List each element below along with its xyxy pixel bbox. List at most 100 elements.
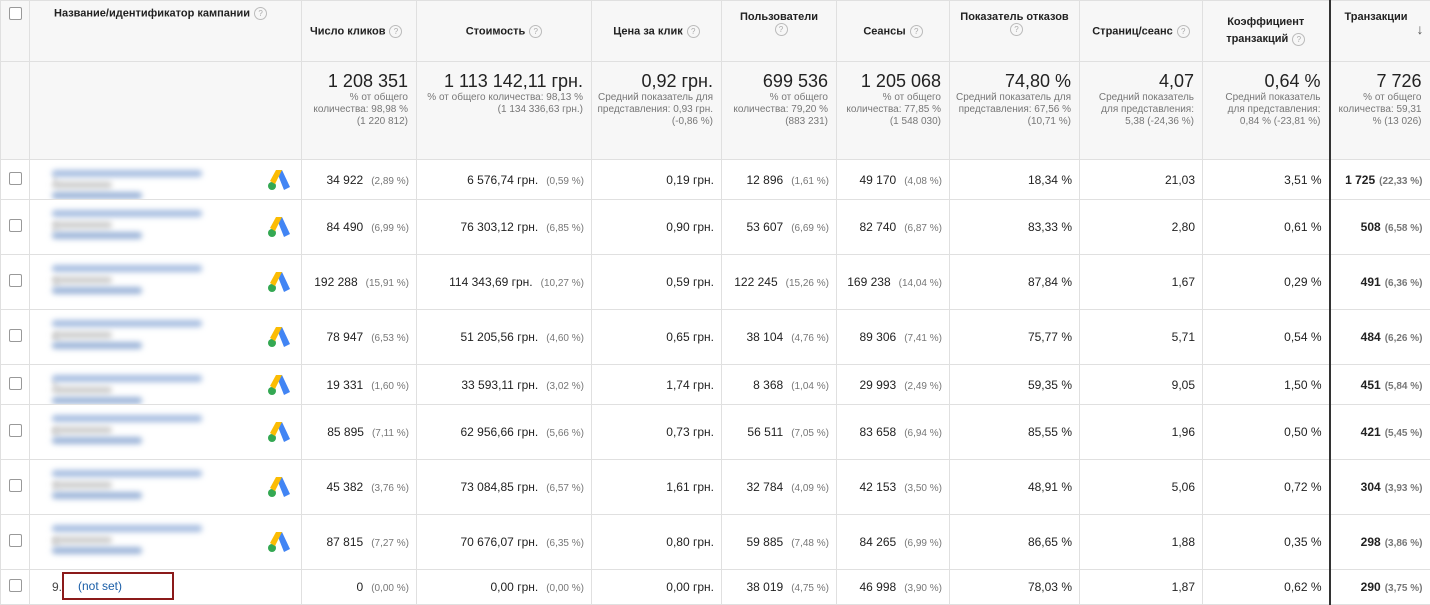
table-row[interactable]: 9. (not set) 0(0,00 %) 0,00 грн.(0,00 %)…: [1, 570, 1430, 605]
campaign-name-redacted[interactable]: [52, 371, 292, 400]
cell-clicks: 0(0,00 %): [302, 570, 417, 605]
table-row[interactable]: 1. 34 922(2,89 %) 6 576,74 грн.(0,59 %) …: [1, 160, 1430, 200]
campaign-name-redacted[interactable]: [52, 411, 292, 455]
help-icon[interactable]: ?: [1010, 23, 1023, 36]
cell-sessions: 42 153(3,50 %): [837, 460, 950, 515]
row-checkbox[interactable]: [9, 534, 22, 547]
campaign-name-cell[interactable]: 2.: [30, 200, 302, 255]
cell-transactions: 1 725(22,33 %): [1330, 160, 1430, 200]
cell-cpc: 0,80 грн.: [592, 515, 722, 570]
header-select-all[interactable]: [1, 1, 30, 62]
campaign-name-cell[interactable]: 9. (not set): [30, 570, 302, 605]
row-checkbox[interactable]: [9, 377, 22, 390]
header-bounce[interactable]: Показатель отказов?: [950, 1, 1080, 62]
row-checkbox-cell[interactable]: [1, 310, 30, 365]
row-checkbox[interactable]: [9, 172, 22, 185]
row-checkbox-cell[interactable]: [1, 405, 30, 460]
help-icon[interactable]: ?: [1292, 33, 1305, 46]
cell-transactions: 290(3,75 %): [1330, 570, 1430, 605]
help-icon[interactable]: ?: [254, 7, 267, 20]
cell-sessions: 84 265(6,99 %): [837, 515, 950, 570]
row-checkbox-cell[interactable]: [1, 200, 30, 255]
cell-bounce: 78,03 %: [950, 570, 1080, 605]
table-row[interactable]: 3. 192 288(15,91 %) 114 343,69 грн.(10,2…: [1, 255, 1430, 310]
header-cost[interactable]: Стоимость?: [417, 1, 592, 62]
header-sessions[interactable]: Сеансы?: [837, 1, 950, 62]
help-icon[interactable]: ?: [389, 25, 402, 38]
campaign-name-redacted[interactable]: [52, 466, 292, 510]
totals-cpc: 0,92 грн.Средний показатель для представ…: [592, 62, 722, 160]
row-checkbox-cell[interactable]: [1, 515, 30, 570]
row-checkbox[interactable]: [9, 579, 22, 592]
header-pages[interactable]: Страниц/сеанс?: [1080, 1, 1203, 62]
cell-cost: 6 576,74 грн.(0,59 %): [417, 160, 592, 200]
campaign-name-redacted[interactable]: [52, 261, 292, 305]
row-checkbox[interactable]: [9, 329, 22, 342]
row-checkbox-cell[interactable]: [1, 365, 30, 405]
cell-bounce: 59,35 %: [950, 365, 1080, 405]
totals-empty: [1, 62, 30, 160]
cell-transactions: 484(6,26 %): [1330, 310, 1430, 365]
header-campaign-name[interactable]: Название/идентификатор кампании?: [30, 1, 302, 62]
campaign-name-cell[interactable]: 4.: [30, 310, 302, 365]
table-row[interactable]: 4. 78 947(6,53 %) 51 205,56 грн.(4,60 %)…: [1, 310, 1430, 365]
cell-users: 53 607(6,69 %): [722, 200, 837, 255]
sort-desc-icon[interactable]: ↓: [1417, 21, 1424, 37]
cell-clicks: 19 331(1,60 %): [302, 365, 417, 405]
cell-users: 38 104(4,76 %): [722, 310, 837, 365]
campaign-name-redacted[interactable]: [52, 521, 292, 565]
header-transactions[interactable]: Транзакции↓: [1330, 1, 1430, 62]
header-conv[interactable]: Коэффициент транзакций?: [1203, 1, 1330, 62]
google-ads-icon[interactable]: [267, 531, 291, 553]
cell-transactions: 491(6,36 %): [1330, 255, 1430, 310]
table-row[interactable]: 5. 19 331(1,60 %) 33 593,11 грн.(3,02 %)…: [1, 365, 1430, 405]
help-icon[interactable]: ?: [1177, 25, 1190, 38]
header-users[interactable]: Пользователи?: [722, 1, 837, 62]
campaign-name-cell[interactable]: 3.: [30, 255, 302, 310]
cell-conv: 0,54 %: [1203, 310, 1330, 365]
help-icon[interactable]: ?: [775, 23, 788, 36]
campaign-name-cell[interactable]: 8.: [30, 515, 302, 570]
header-cpc[interactable]: Цена за клик?: [592, 1, 722, 62]
google-ads-icon[interactable]: [267, 421, 291, 443]
cell-users: 56 511(7,05 %): [722, 405, 837, 460]
campaign-name-redacted[interactable]: [52, 206, 292, 250]
campaign-name-cell[interactable]: 7.: [30, 460, 302, 515]
cell-conv: 1,50 %: [1203, 365, 1330, 405]
campaign-name-cell[interactable]: 6.: [30, 405, 302, 460]
google-ads-icon[interactable]: [267, 169, 291, 191]
cell-cost: 62 956,66 грн.(5,66 %): [417, 405, 592, 460]
cell-clicks: 192 288(15,91 %): [302, 255, 417, 310]
table-row[interactable]: 7. 45 382(3,76 %) 73 084,85 грн.(6,57 %)…: [1, 460, 1430, 515]
campaign-name-redacted[interactable]: [52, 316, 292, 360]
row-checkbox[interactable]: [9, 274, 22, 287]
row-checkbox-cell[interactable]: [1, 460, 30, 515]
campaign-name-cell[interactable]: 1.: [30, 160, 302, 200]
google-ads-icon[interactable]: [267, 326, 291, 348]
cell-clicks: 85 895(7,11 %): [302, 405, 417, 460]
cell-clicks: 45 382(3,76 %): [302, 460, 417, 515]
row-checkbox[interactable]: [9, 424, 22, 437]
table-row[interactable]: 8. 87 815(7,27 %) 70 676,07 грн.(6,35 %)…: [1, 515, 1430, 570]
row-checkbox-cell[interactable]: [1, 160, 30, 200]
row-checkbox-cell[interactable]: [1, 255, 30, 310]
campaign-name-redacted[interactable]: [52, 166, 292, 195]
header-clicks[interactable]: Число кликов?: [302, 1, 417, 62]
row-checkbox[interactable]: [9, 219, 22, 232]
google-ads-icon[interactable]: [267, 216, 291, 238]
campaign-name-link[interactable]: (not set): [62, 572, 174, 600]
help-icon[interactable]: ?: [687, 25, 700, 38]
campaign-name-cell[interactable]: 5.: [30, 365, 302, 405]
table-row[interactable]: 6. 85 895(7,11 %) 62 956,66 грн.(5,66 %)…: [1, 405, 1430, 460]
cell-bounce: 85,55 %: [950, 405, 1080, 460]
google-ads-icon[interactable]: [267, 374, 291, 396]
google-ads-icon[interactable]: [267, 476, 291, 498]
table-row[interactable]: 2. 84 490(6,99 %) 76 303,12 грн.(6,85 %)…: [1, 200, 1430, 255]
help-icon[interactable]: ?: [529, 25, 542, 38]
google-ads-icon[interactable]: [267, 271, 291, 293]
select-all-checkbox[interactable]: [9, 7, 22, 20]
cell-pages: 1,88: [1080, 515, 1203, 570]
row-checkbox-cell[interactable]: [1, 570, 30, 605]
row-checkbox[interactable]: [9, 479, 22, 492]
help-icon[interactable]: ?: [910, 25, 923, 38]
